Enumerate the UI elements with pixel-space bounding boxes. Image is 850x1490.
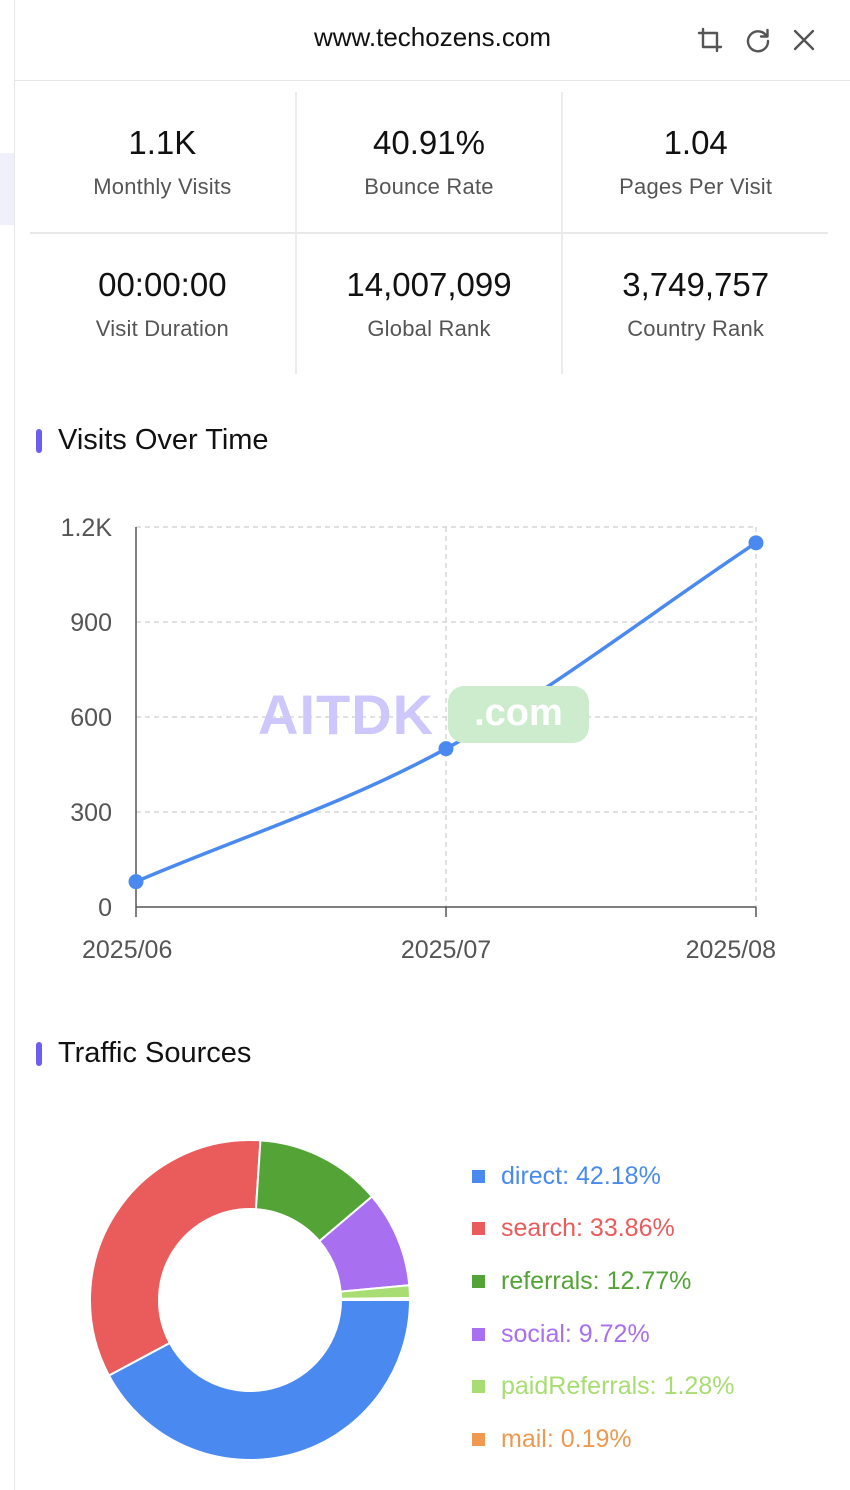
close-button[interactable] xyxy=(790,26,818,54)
legend-swatch xyxy=(472,1327,485,1341)
stat-visit-duration: 00:00:00 Visit Duration xyxy=(30,234,295,374)
stat-country-rank: 3,749,757 Country Rank xyxy=(561,234,828,374)
watermark-brand: AITDK xyxy=(258,683,435,746)
legend-swatch xyxy=(472,1222,485,1236)
x-tick-label: 2025/08 xyxy=(686,936,776,964)
stat-label: Visit Duration xyxy=(95,316,229,341)
stat-value: 00:00:00 xyxy=(98,266,227,303)
y-tick-label: 1.2K xyxy=(61,514,113,542)
watermark: AITDK .com xyxy=(258,682,589,747)
stat-label: Bounce Rate xyxy=(364,174,494,199)
legend-item-social[interactable]: social: 9.72% xyxy=(472,1308,734,1361)
watermark-tld: .com xyxy=(448,686,589,743)
legend-item-search[interactable]: search: 33.86% xyxy=(472,1203,734,1256)
donut-slice-search xyxy=(89,1139,262,1377)
traffic-title-text: Traffic Sources xyxy=(58,1037,252,1069)
y-tick-label: 900 xyxy=(70,609,112,637)
data-point xyxy=(128,874,144,890)
legend-label: search: 33.86% xyxy=(501,1214,675,1243)
donut-slice-direct xyxy=(107,1299,412,1461)
stat-pages-per-visit: 1.04 Pages Per Visit xyxy=(561,92,828,232)
visits-line-chart: 0 300 600 900 1.2K 2025/06 2025/07 2025/08 xyxy=(61,514,776,964)
legend-swatch xyxy=(472,1432,485,1446)
stat-global-rank: 14,007,099 Global Rank xyxy=(294,234,562,374)
y-tick-label: 600 xyxy=(70,704,112,732)
legend-label: social: 9.72% xyxy=(501,1319,650,1348)
legend-item-direct[interactable]: direct: 42.18% xyxy=(472,1150,734,1203)
y-tick-label: 0 xyxy=(98,894,112,922)
stat-monthly-visits: 1.1K Monthly Visits xyxy=(30,92,295,232)
header: www.techozens.com xyxy=(15,0,850,81)
crop-icon xyxy=(697,27,723,53)
site-url: www.techozens.com xyxy=(314,22,551,52)
stat-value: 14,007,099 xyxy=(346,266,512,303)
traffic-donut-chart xyxy=(89,1139,412,1461)
traffic-legend: direct: 42.18% search: 33.86% referrals: 1… xyxy=(472,1150,734,1466)
stats-grid: 1.1K Monthly Visits 40.91% Bounce Rate 1… xyxy=(30,92,828,374)
stat-value: 1.04 xyxy=(663,124,728,161)
legend-swatch xyxy=(472,1274,485,1288)
side-panel-edge xyxy=(0,0,15,1490)
legend-item-mail[interactable]: mail: 0.19% xyxy=(472,1413,734,1466)
stat-label: Global Rank xyxy=(367,316,491,341)
data-point xyxy=(438,741,454,757)
legend-item-paidReferrals[interactable]: paidReferrals: 1.28% xyxy=(472,1360,734,1413)
section-accent-bar xyxy=(36,428,42,453)
close-icon xyxy=(793,29,815,51)
legend-label: direct: 42.18% xyxy=(501,1161,661,1190)
crop-button[interactable] xyxy=(696,26,724,54)
visits-title-text: Visits Over Time xyxy=(58,424,269,456)
stat-label: Country Rank xyxy=(627,316,765,341)
refresh-icon xyxy=(746,28,770,53)
visits-section-title: Visits Over Time xyxy=(36,424,269,457)
refresh-button[interactable] xyxy=(744,26,772,54)
legend-swatch xyxy=(472,1380,485,1394)
stat-value: 3,749,757 xyxy=(622,266,770,303)
donut-slice-mail xyxy=(339,1297,412,1301)
traffic-section-title: Traffic Sources xyxy=(36,1037,251,1070)
section-accent-bar xyxy=(36,1041,42,1066)
legend-label: mail: 0.19% xyxy=(501,1424,632,1453)
stat-label: Pages Per Visit xyxy=(619,174,773,199)
side-tab[interactable] xyxy=(0,153,14,225)
x-tick-label: 2025/06 xyxy=(82,936,172,964)
x-tick-label: 2025/07 xyxy=(401,936,491,964)
stat-value: 40.91% xyxy=(373,124,485,161)
legend-swatch xyxy=(472,1169,485,1183)
stat-label: Monthly Visits xyxy=(93,174,232,199)
legend-label: referrals: 12.77% xyxy=(501,1266,692,1295)
legend-item-referrals[interactable]: referrals: 12.77% xyxy=(472,1255,734,1308)
stat-bounce-rate: 40.91% Bounce Rate xyxy=(294,92,562,232)
stat-value: 1.1K xyxy=(128,124,197,161)
legend-label: paidReferrals: 1.28% xyxy=(501,1372,735,1401)
y-tick-label: 300 xyxy=(70,799,112,827)
data-point xyxy=(748,535,764,551)
